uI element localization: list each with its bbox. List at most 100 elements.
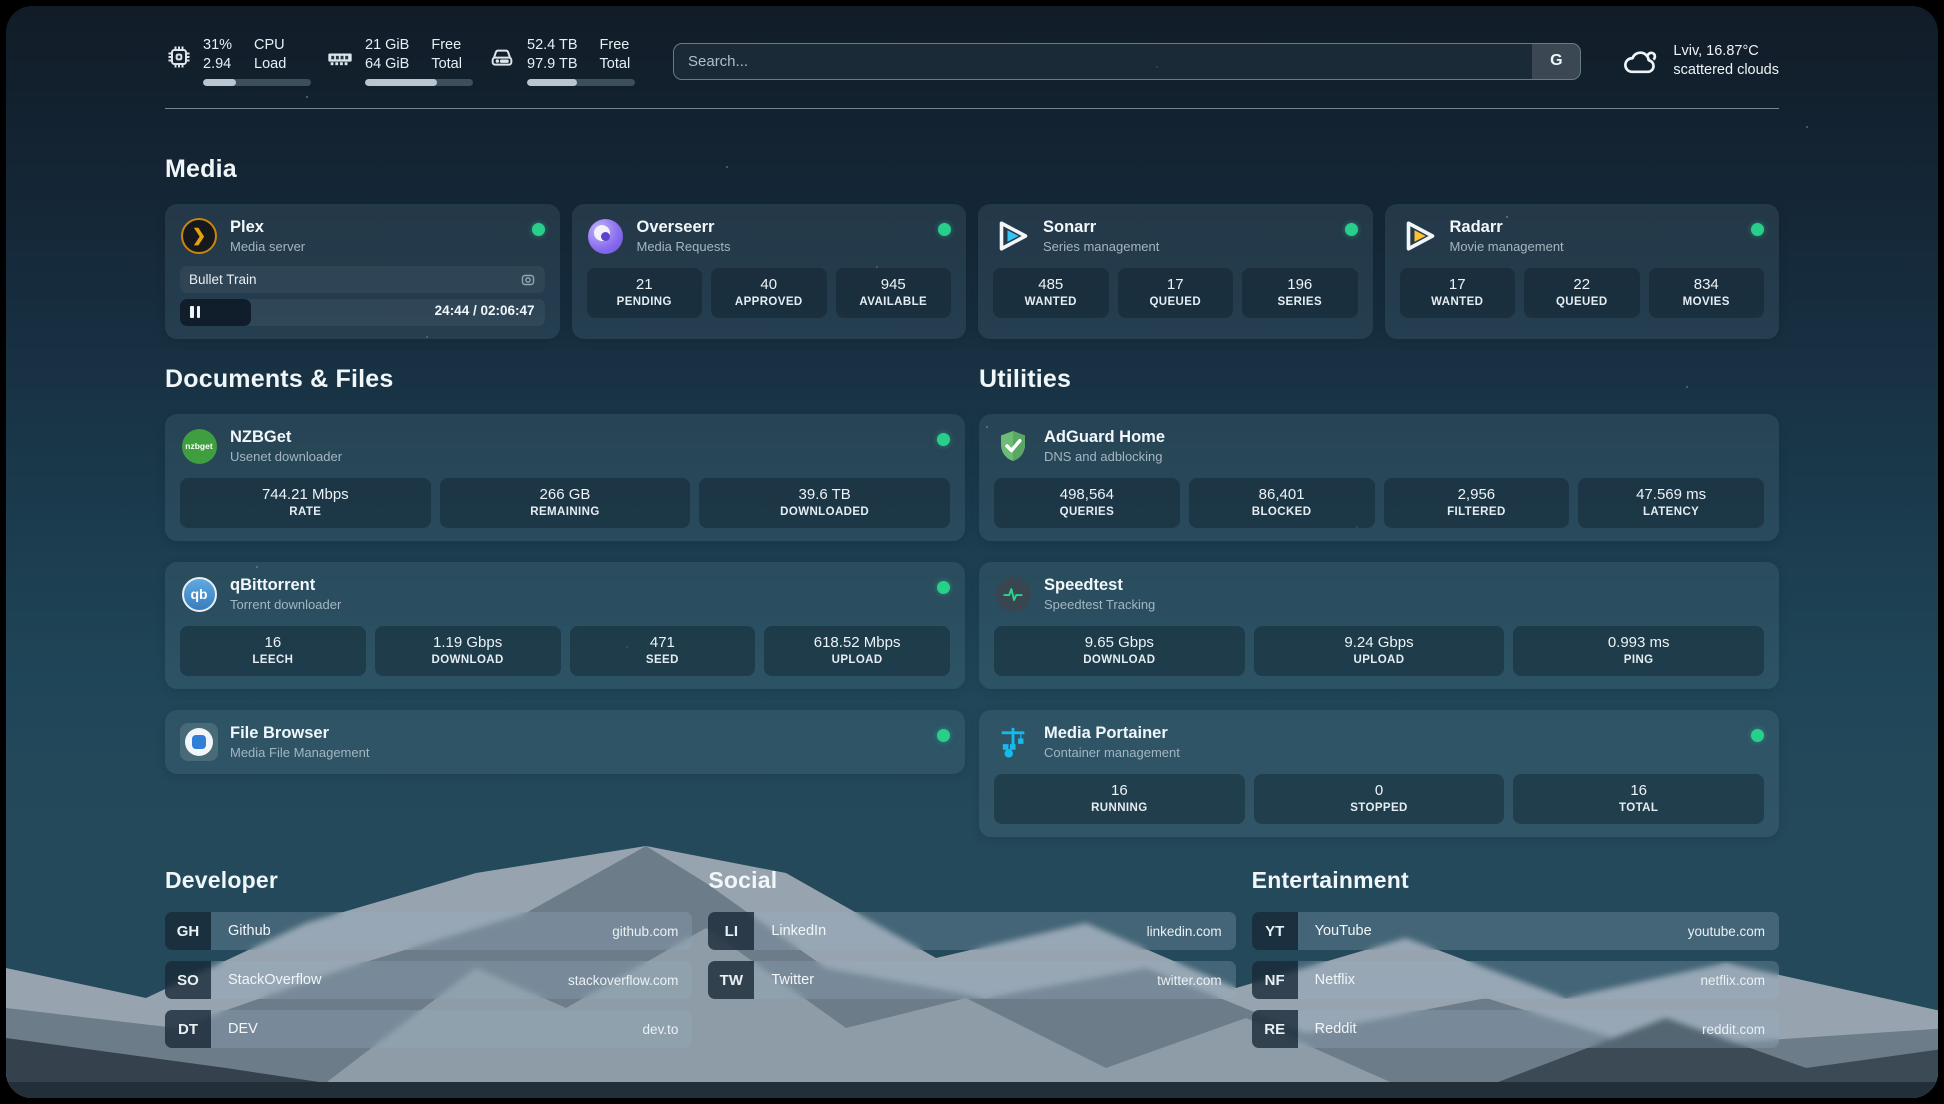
weather-condition: scattered clouds [1673,62,1779,78]
status-online-dot [1344,223,1358,236]
stat-download: 9.65 Gbps DOWNLOAD [994,626,1245,676]
cpu-label: CPU [254,37,285,53]
playback-progress-bar[interactable]: 24:44 / 02:06:47 [180,299,545,326]
pause-icon[interactable] [190,306,200,318]
app-card-nzbget[interactable]: nzbget NZBGet Usenet downloader 744.21 M… [165,414,965,541]
memory-progress-bar [365,79,473,86]
app-name: Sonarr [1043,218,1097,236]
link-twitter[interactable]: TW Twitter twitter.com [708,961,1236,999]
playback-time: 24:44 / 02:06:47 [434,303,535,318]
link-abbr-badge: SO [165,961,211,999]
cloud-icon [1621,44,1661,78]
link-stackoverflow[interactable]: SO StackOverflow stackoverflow.com [165,961,693,999]
qbittorrent-icon: qb [181,576,217,612]
app-name: Overseerr [636,218,715,236]
stat-queries: 498,564 QUERIES [994,478,1180,528]
app-description: Speedtest Tracking [1044,597,1156,612]
stat-queued: 22 QUEUED [1524,268,1640,318]
app-description: Media server [230,239,306,254]
disk-progress-bar [527,79,635,86]
link-name: Github [228,923,271,939]
memory-stat-group: 21 GiB 64 GiB Free Total [325,36,473,86]
link-name: DEV [228,1021,258,1037]
link-name: Netflix [1314,972,1355,988]
app-name: NZBGet [230,428,292,446]
status-online-dot [1751,729,1764,742]
app-card-overseerr[interactable]: Overseerr Media Requests 21 PENDING 40 APP… [571,204,966,339]
link-abbr-badge: LI [708,912,755,950]
link-name: Reddit [1314,1021,1357,1037]
app-card-qbittorrent[interactable]: qb qBittorrent Torrent downloader 16 LEEC… [165,562,965,689]
adguard-shield-icon [994,427,1032,465]
cpu-progress-bar [203,79,311,86]
app-card-sonarr[interactable]: Sonarr Series management 485 WANTED 17 QUE… [978,204,1373,339]
app-card-plex[interactable]: ❯ Plex Media server Bullet Train [165,204,560,339]
memory-total-value: 64 GiB [365,56,410,72]
stat-seed: 471 SEED [569,626,756,676]
link-url: stackoverflow.com [568,972,679,988]
section-title-utilities: Utilities [979,365,1072,393]
link-reddit[interactable]: RE Reddit reddit.com [1251,1010,1779,1048]
status-online-dot [531,223,545,236]
filebrowser-icon [180,723,218,761]
link-dev-to[interactable]: DT DEV dev.to [165,1010,693,1048]
app-card-adguard[interactable]: AdGuard Home DNS and adblocking 498,564 Q… [979,414,1779,541]
stat-rate: 744.21 Mbps RATE [180,478,431,528]
section-title-developer: Developer [165,867,279,893]
app-name: AdGuard Home [1044,428,1166,446]
link-name: StackOverflow [228,972,322,988]
link-netflix[interactable]: NF Netflix netflix.com [1251,961,1779,999]
sky-stars [6,6,8,8]
status-online-dot [937,433,950,446]
stat-leech: 16 LEECH [180,626,366,676]
memory-total-label: Total [431,56,462,72]
cpu-chip-icon [165,43,193,71]
app-card-speedtest[interactable]: Speedtest Speedtest Tracking 9.65 Gbps DO… [979,562,1779,689]
media-grid: ❯ Plex Media server Bullet Train [165,204,1779,339]
stat-remaining: 266 GB REMAINING [439,478,691,528]
developer-links: Developer GH Github github.com SO StackO… [165,867,693,1059]
status-online-dot [937,729,950,742]
stat-movies: 834 MOVIES [1648,268,1764,318]
social-links: Social LI LinkedIn linkedin.com TW Twitt… [708,867,1236,1059]
search-input[interactable] [674,52,1533,70]
google-search-button[interactable]: G [1532,43,1581,79]
memory-free-label: Free [431,37,462,53]
section-title-media: Media [165,155,237,183]
app-name: Radarr [1449,218,1503,236]
now-playing-title: Bullet Train [189,272,257,287]
link-abbr-badge: TW [708,961,755,999]
sonarr-icon [993,217,1031,255]
link-linkedin[interactable]: LI LinkedIn linkedin.com [708,912,1236,950]
link-abbr-badge: DT [165,1010,211,1048]
portainer-crane-icon [994,723,1032,761]
stat-download: 1.19 Gbps DOWNLOAD [374,626,561,676]
app-card-radarr[interactable]: Radarr Movie management 17 WANTED 22 QUEUE… [1384,204,1779,339]
cpu-stat-group: 31% 2.94 CPU Load [165,36,311,86]
documents-column: Documents & Files nzbget NZBGet Usenet d… [165,365,965,837]
plex-icon: ❯ [181,218,217,254]
link-name: YouTube [1314,923,1372,939]
header-divider [165,108,1779,109]
link-abbr-badge: GH [165,912,211,950]
stat-approved: 40 APPROVED [711,268,827,318]
stat-pending: 21 PENDING [586,268,702,318]
media-view-camera-icon[interactable] [520,272,536,288]
link-youtube[interactable]: YT YouTube youtube.com [1251,912,1779,950]
overseerr-icon [588,218,623,254]
stat-ping: 0.993 ms PING [1513,626,1764,676]
app-card-filebrowser[interactable]: File Browser Media File Management [165,710,965,774]
speedtest-pulse-icon [995,576,1031,612]
app-description: Series management [1043,239,1160,254]
link-name: LinkedIn [771,923,827,939]
link-abbr-badge: NF [1251,961,1298,999]
section-title-social: Social [708,867,778,893]
top-bar: 31% 2.94 CPU Load 21 GiB 64 GiB Fre [165,6,1779,86]
status-online-dot [938,223,951,236]
app-description: Movie management [1449,239,1564,254]
link-github[interactable]: GH Github github.com [165,912,693,950]
app-card-portainer[interactable]: Media Portainer Container management 16 R… [979,710,1779,837]
disk-free-label: Free [599,37,630,53]
stat-downloaded: 39.6 TB DOWNLOADED [699,478,950,528]
disk-total-label: Total [599,56,631,72]
